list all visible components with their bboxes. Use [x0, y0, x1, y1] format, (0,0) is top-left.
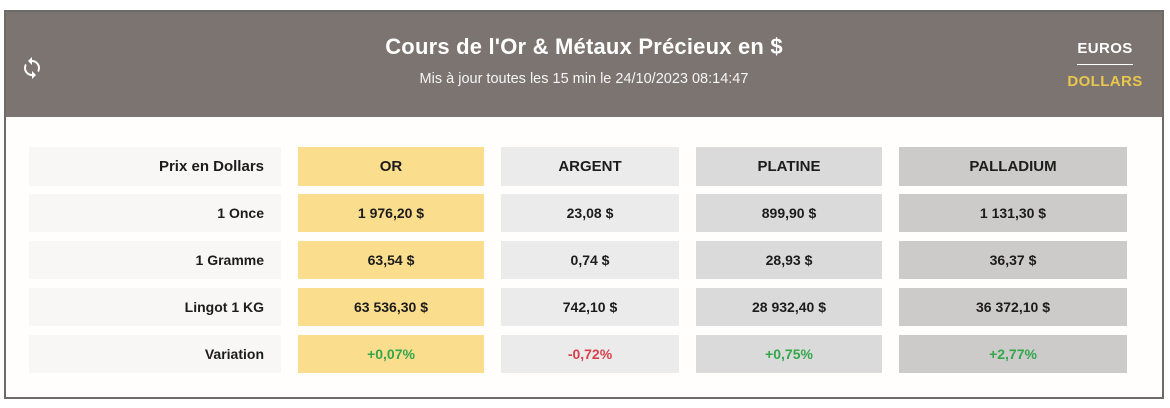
- column-header-platine: PLATINE: [696, 147, 882, 186]
- price-argent-once: 23,08 $: [501, 194, 679, 232]
- price-or-gramme: 63,54 $: [298, 241, 484, 279]
- variation-palladium: +2,77%: [899, 335, 1127, 373]
- prices-table: Prix en Dollars OR ARGENT PLATINE PALLAD…: [29, 147, 1162, 373]
- price-platine-once: 899,90 $: [696, 194, 882, 232]
- refresh-button[interactable]: [20, 55, 46, 81]
- widget-header: Cours de l'Or & Métaux Précieux en $ Mis…: [6, 12, 1162, 117]
- price-or-once: 1 976,20 $: [298, 194, 484, 232]
- corner-header: Prix en Dollars: [29, 147, 281, 186]
- price-platine-gramme: 28,93 $: [696, 241, 882, 279]
- price-platine-lingot: 28 932,40 $: [696, 288, 882, 326]
- last-updated-text: Mis à jour toutes les 15 min le 24/10/20…: [419, 71, 749, 87]
- page-title: Cours de l'Or & Métaux Précieux en $: [385, 34, 783, 59]
- variation-platine: +0,75%: [696, 335, 882, 373]
- row-label-lingot: Lingot 1 KG: [29, 288, 281, 326]
- price-palladium-once: 1 131,30 $: [899, 194, 1127, 232]
- price-palladium-gramme: 36,37 $: [899, 241, 1127, 279]
- row-label-gramme: 1 Gramme: [29, 241, 281, 279]
- price-argent-gramme: 0,74 $: [501, 241, 679, 279]
- currency-euros-button[interactable]: EUROS: [1077, 40, 1132, 64]
- currency-toggle: EUROS DOLLARS: [1067, 40, 1142, 90]
- price-argent-lingot: 742,10 $: [501, 288, 679, 326]
- column-header-or: OR: [298, 147, 484, 186]
- toggle-divider: [1077, 64, 1133, 65]
- variation-argent: -0,72%: [501, 335, 679, 373]
- table-panel: Prix en Dollars OR ARGENT PLATINE PALLAD…: [6, 117, 1162, 373]
- row-label-variation: Variation: [29, 335, 281, 373]
- price-or-lingot: 63 536,30 $: [298, 288, 484, 326]
- refresh-sync-icon: [20, 56, 46, 80]
- currency-dollars-button[interactable]: DOLLARS: [1067, 65, 1142, 90]
- column-header-argent: ARGENT: [501, 147, 679, 186]
- price-palladium-lingot: 36 372,10 $: [899, 288, 1127, 326]
- gold-prices-widget: Cours de l'Or & Métaux Précieux en $ Mis…: [4, 10, 1164, 399]
- row-label-once: 1 Once: [29, 194, 281, 232]
- column-header-palladium: PALLADIUM: [899, 147, 1127, 186]
- variation-or: +0,07%: [298, 335, 484, 373]
